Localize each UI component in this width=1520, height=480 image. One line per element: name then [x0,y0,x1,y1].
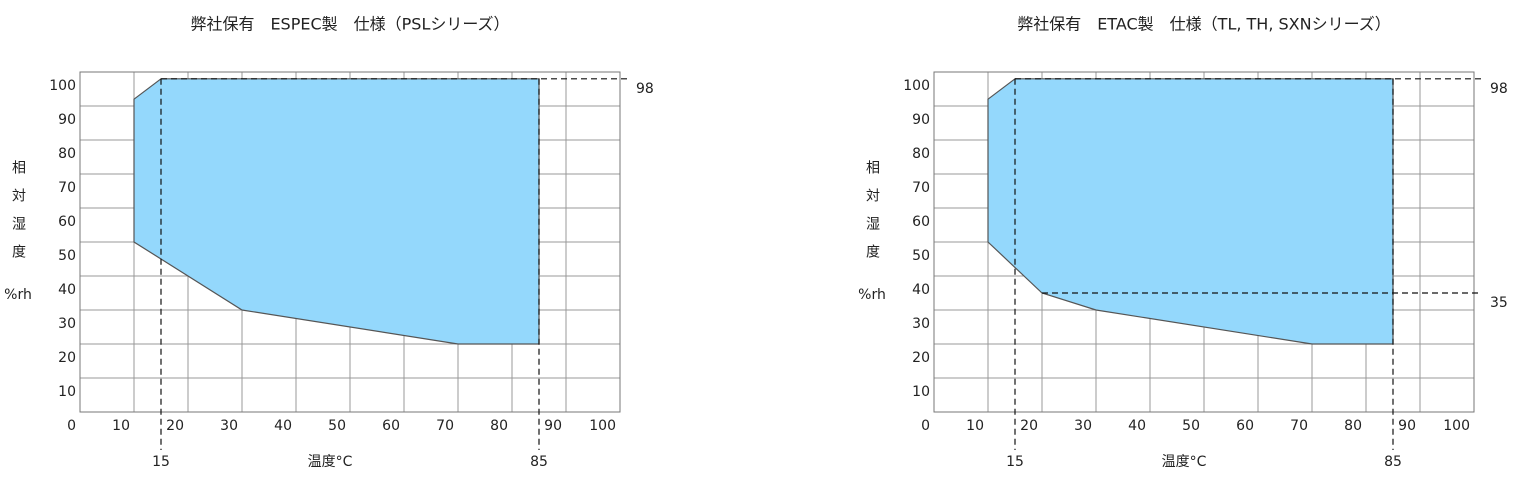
x-tick-label: 30 [220,418,238,434]
y-tick-label: 50 [912,248,930,264]
x-axis-label: 温度°C [308,454,353,470]
x-tick-label: 50 [1182,418,1200,434]
x-tick-label: 40 [1128,418,1146,434]
x-tick-label: 20 [166,418,184,434]
y-tick-label: 20 [912,350,930,366]
y-tick-label: 60 [912,214,930,230]
reference-label: 35 [1490,295,1508,311]
y-tick-label: 80 [58,146,76,162]
chart: 弊社保有 ESPEC製 仕様（PSLシリーズ） 0 10 20 30 40 50 60 70 80… [4,15,654,471]
chart-title: 弊社保有 ESPEC製 仕様（PSLシリーズ） [190,15,509,34]
x-tick-label: 10 [112,418,130,434]
y-tick-label: 40 [58,282,76,298]
x-tick-label: 20 [1020,418,1038,434]
y-tick-label: 20 [58,350,76,366]
reference-label: 15 [1006,454,1024,470]
y-tick-label: 30 [58,316,76,332]
x-tick-label: 80 [1344,418,1362,434]
x-tick-label: 60 [1236,418,1254,434]
x-tick-label: 70 [436,418,454,434]
x-tick-label: 40 [274,418,292,434]
y-tick-label: 70 [58,180,76,196]
y-tick-label: 60 [58,214,76,230]
x-tick-label: 0 [67,418,76,434]
reference-label: 85 [530,454,548,470]
reference-label: 98 [1490,81,1508,97]
reference-label: 85 [1384,454,1402,470]
y-tick-label: 100 [903,78,930,94]
reference-label: 98 [636,81,654,97]
x-tick-label: 100 [589,418,616,434]
y-tick-label: 80 [912,146,930,162]
x-tick-label: 60 [382,418,400,434]
x-tick-label: 30 [1074,418,1092,434]
y-tick-label: 90 [912,112,930,128]
y-tick-label: 40 [912,282,930,298]
x-tick-label: 90 [544,418,562,434]
y-tick-label: 90 [58,112,76,128]
y-tick-label: 70 [912,180,930,196]
x-tick-label: 90 [1398,418,1416,434]
y-tick-label: 100 [49,78,76,94]
x-tick-label: 50 [328,418,346,434]
y-axis-label: 相対湿度 [864,160,880,272]
x-axis-label: 温度°C [1162,454,1207,470]
y-tick-label: 50 [58,248,76,264]
y-tick-label: 30 [912,316,930,332]
operating-range [133,78,540,345]
x-tick-label: 0 [921,418,930,434]
x-tick-label: 100 [1443,418,1470,434]
x-tick-label: 70 [1290,418,1308,434]
reference-label: 15 [152,454,170,470]
plot-border [79,71,621,413]
plot-border [933,71,1475,413]
y-axis-unit: %rh [4,287,32,303]
chart: 弊社保有 ETAC製 仕様（TL, TH, SXNシリーズ） 0 10 20 30 40 5… [858,15,1508,471]
operating-range [987,78,1394,345]
y-axis-unit: %rh [858,287,886,303]
chart-title: 弊社保有 ETAC製 仕様（TL, TH, SXNシリーズ） [1017,15,1391,34]
x-tick-label: 80 [490,418,508,434]
y-tick-label: 10 [912,384,930,400]
x-tick-label: 10 [966,418,984,434]
y-tick-label: 10 [58,384,76,400]
y-axis-label: 相対湿度 [10,160,26,272]
